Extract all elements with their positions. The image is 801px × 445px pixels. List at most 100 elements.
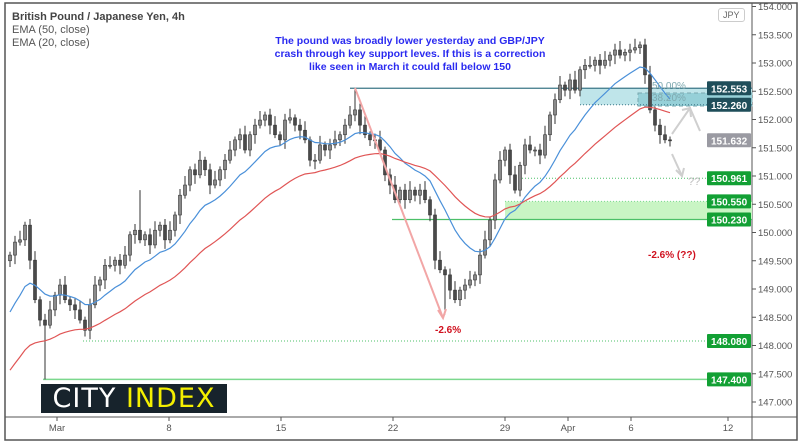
candle bbox=[493, 179, 497, 221]
candle bbox=[488, 219, 492, 241]
candle bbox=[328, 144, 332, 151]
candle bbox=[523, 144, 527, 166]
candle bbox=[298, 124, 302, 131]
candle bbox=[53, 294, 57, 311]
candle bbox=[653, 109, 657, 126]
candle bbox=[73, 304, 77, 311]
candle bbox=[583, 64, 587, 71]
candle bbox=[273, 124, 277, 136]
projection-arrow-1 bbox=[671, 105, 701, 135]
candle bbox=[58, 284, 62, 296]
candle bbox=[163, 224, 167, 241]
candle bbox=[33, 259, 37, 301]
y-tick-label: 147.500 bbox=[758, 369, 792, 380]
x-tick-label: 12 bbox=[723, 423, 734, 434]
candle bbox=[43, 319, 47, 326]
drop-percent-label: -2.6% bbox=[435, 325, 462, 336]
candle bbox=[308, 139, 312, 161]
candle bbox=[133, 229, 137, 236]
ema50-legend[interactable]: EMA (50, close) bbox=[12, 24, 90, 36]
x-tick-label: Mar bbox=[49, 423, 65, 434]
price-label: 150.230 bbox=[711, 216, 748, 227]
candle bbox=[103, 264, 107, 281]
candle bbox=[568, 79, 572, 91]
candle bbox=[98, 279, 102, 286]
candle bbox=[503, 149, 507, 161]
candle bbox=[203, 159, 207, 171]
candle bbox=[63, 284, 67, 301]
candle bbox=[613, 49, 617, 56]
candle bbox=[318, 144, 322, 161]
logo-index: INDEX bbox=[125, 383, 216, 414]
candle bbox=[368, 134, 372, 141]
y-tick-label: 150.000 bbox=[758, 228, 792, 239]
x-tick-label: 6 bbox=[628, 423, 633, 434]
candle bbox=[478, 254, 482, 276]
candle bbox=[633, 47, 637, 51]
ema20-line bbox=[9, 66, 671, 313]
candle bbox=[438, 259, 442, 271]
candle bbox=[208, 169, 212, 186]
candle bbox=[643, 44, 647, 76]
ema20-legend[interactable]: EMA (20, close) bbox=[12, 37, 90, 49]
candle bbox=[128, 234, 132, 256]
price-label: 152.553 bbox=[711, 84, 748, 95]
candle bbox=[183, 184, 187, 196]
candle bbox=[553, 99, 557, 116]
price-label: 152.260 bbox=[711, 101, 748, 112]
candle bbox=[598, 59, 602, 66]
candle bbox=[483, 239, 487, 256]
logo-city: CITY bbox=[52, 383, 126, 414]
candle bbox=[428, 199, 432, 216]
candle bbox=[198, 159, 202, 176]
y-tick-label: 152.500 bbox=[758, 87, 792, 98]
candle bbox=[38, 299, 42, 321]
y-tick-label: 150.500 bbox=[758, 200, 792, 211]
candle bbox=[353, 109, 357, 116]
price-label-bg bbox=[707, 97, 751, 112]
candle bbox=[408, 189, 412, 201]
city-index-logo: CITY INDEX bbox=[41, 384, 227, 413]
candle bbox=[13, 241, 17, 256]
ema50-line bbox=[9, 106, 671, 371]
candle bbox=[28, 224, 32, 261]
candle bbox=[528, 144, 532, 151]
candle bbox=[458, 289, 462, 301]
candle bbox=[358, 109, 362, 126]
candle bbox=[303, 129, 307, 141]
candle bbox=[68, 299, 72, 306]
note-line: The pound was broadly lower yesterday an… bbox=[275, 35, 545, 47]
x-tick-label: 8 bbox=[166, 423, 171, 434]
price-label-bg bbox=[707, 133, 751, 148]
candle bbox=[413, 189, 417, 196]
y-tick-label: 149.000 bbox=[758, 285, 792, 296]
y-tick-label: 154.000 bbox=[758, 2, 792, 13]
candle bbox=[108, 264, 112, 267]
chart-title: British Pound / Japanese Yen, 4h bbox=[12, 11, 185, 23]
candle bbox=[93, 284, 97, 306]
candle bbox=[543, 134, 547, 156]
y-tick-label: 148.000 bbox=[758, 341, 792, 352]
candle bbox=[453, 289, 457, 301]
candle bbox=[193, 169, 197, 176]
price-label: 148.080 bbox=[711, 337, 748, 348]
currency-badge: JPY bbox=[718, 8, 745, 22]
candle bbox=[638, 44, 642, 49]
candle bbox=[498, 159, 502, 181]
candle bbox=[418, 189, 422, 196]
candle bbox=[223, 159, 227, 171]
candle bbox=[168, 229, 172, 241]
candle bbox=[663, 134, 667, 141]
candle bbox=[668, 139, 672, 142]
projection-arrow-2 bbox=[671, 153, 685, 178]
candle bbox=[78, 309, 82, 321]
candle bbox=[563, 84, 567, 91]
fib-382-label: 38.20% bbox=[652, 93, 686, 104]
drop-arrow bbox=[354, 87, 444, 319]
y-tick-label: 152.000 bbox=[758, 115, 792, 126]
price-label-bg bbox=[707, 194, 751, 209]
candle bbox=[283, 119, 287, 141]
candle bbox=[123, 254, 127, 266]
price-label-bg bbox=[707, 81, 751, 96]
